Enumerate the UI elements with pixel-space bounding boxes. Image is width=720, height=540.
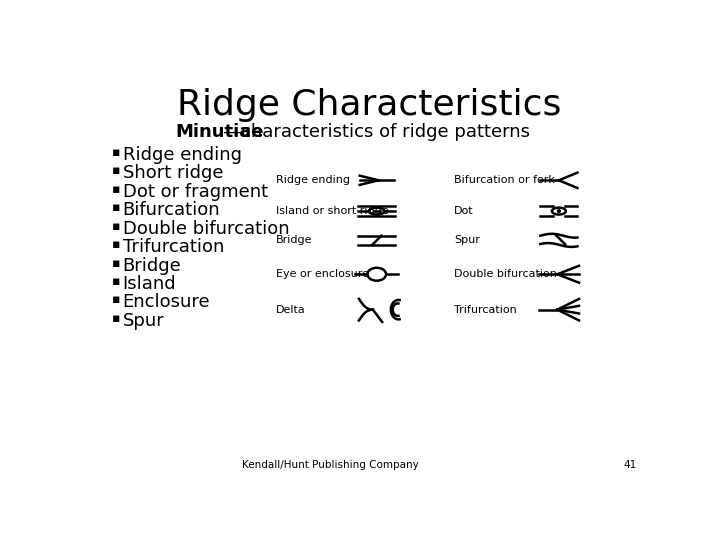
Text: Trifurcation: Trifurcation	[122, 238, 224, 256]
Text: Double bifurcation: Double bifurcation	[454, 269, 557, 279]
Ellipse shape	[369, 208, 384, 214]
Text: Spur: Spur	[454, 235, 480, 245]
Text: Island or short ridge: Island or short ridge	[276, 206, 389, 216]
Text: Spur: Spur	[122, 312, 164, 330]
Text: Eye or enclosure: Eye or enclosure	[276, 269, 369, 279]
Text: ▪: ▪	[112, 220, 120, 233]
Text: ▪: ▪	[112, 238, 120, 251]
Text: Bridge: Bridge	[122, 256, 181, 274]
Text: Short ridge: Short ridge	[122, 164, 223, 182]
Text: Bifurcation: Bifurcation	[122, 201, 220, 219]
Text: ▪: ▪	[112, 146, 120, 159]
Text: Dot or fragment: Dot or fragment	[122, 183, 268, 201]
Text: Ridge ending: Ridge ending	[276, 176, 350, 185]
Text: Bridge: Bridge	[276, 235, 312, 245]
Circle shape	[557, 210, 560, 212]
Text: —characteristics of ridge patterns: —characteristics of ridge patterns	[222, 123, 529, 140]
Text: Enclosure: Enclosure	[122, 294, 210, 312]
Text: Kendall/Hunt Publishing Company: Kendall/Hunt Publishing Company	[242, 460, 418, 470]
Text: Bifurcation or fork: Bifurcation or fork	[454, 176, 555, 185]
Text: ▪: ▪	[112, 312, 120, 325]
Text: Island: Island	[122, 275, 176, 293]
Text: Delta: Delta	[276, 305, 306, 315]
Text: ▪: ▪	[112, 256, 120, 269]
Text: ▪: ▪	[112, 201, 120, 214]
Text: Double bifurcation: Double bifurcation	[122, 220, 289, 238]
Ellipse shape	[552, 208, 566, 214]
Text: Minutiae: Minutiae	[175, 123, 264, 140]
Text: ▪: ▪	[112, 275, 120, 288]
Text: Ridge Characteristics: Ridge Characteristics	[177, 88, 561, 122]
Text: ▪: ▪	[112, 183, 120, 195]
Text: Ridge ending: Ridge ending	[122, 146, 241, 164]
Text: ▪: ▪	[112, 294, 120, 307]
Ellipse shape	[367, 268, 386, 281]
Text: ▪: ▪	[112, 164, 120, 177]
Text: Dot: Dot	[454, 206, 474, 216]
Text: Trifurcation: Trifurcation	[454, 305, 517, 315]
Text: 41: 41	[624, 460, 637, 470]
